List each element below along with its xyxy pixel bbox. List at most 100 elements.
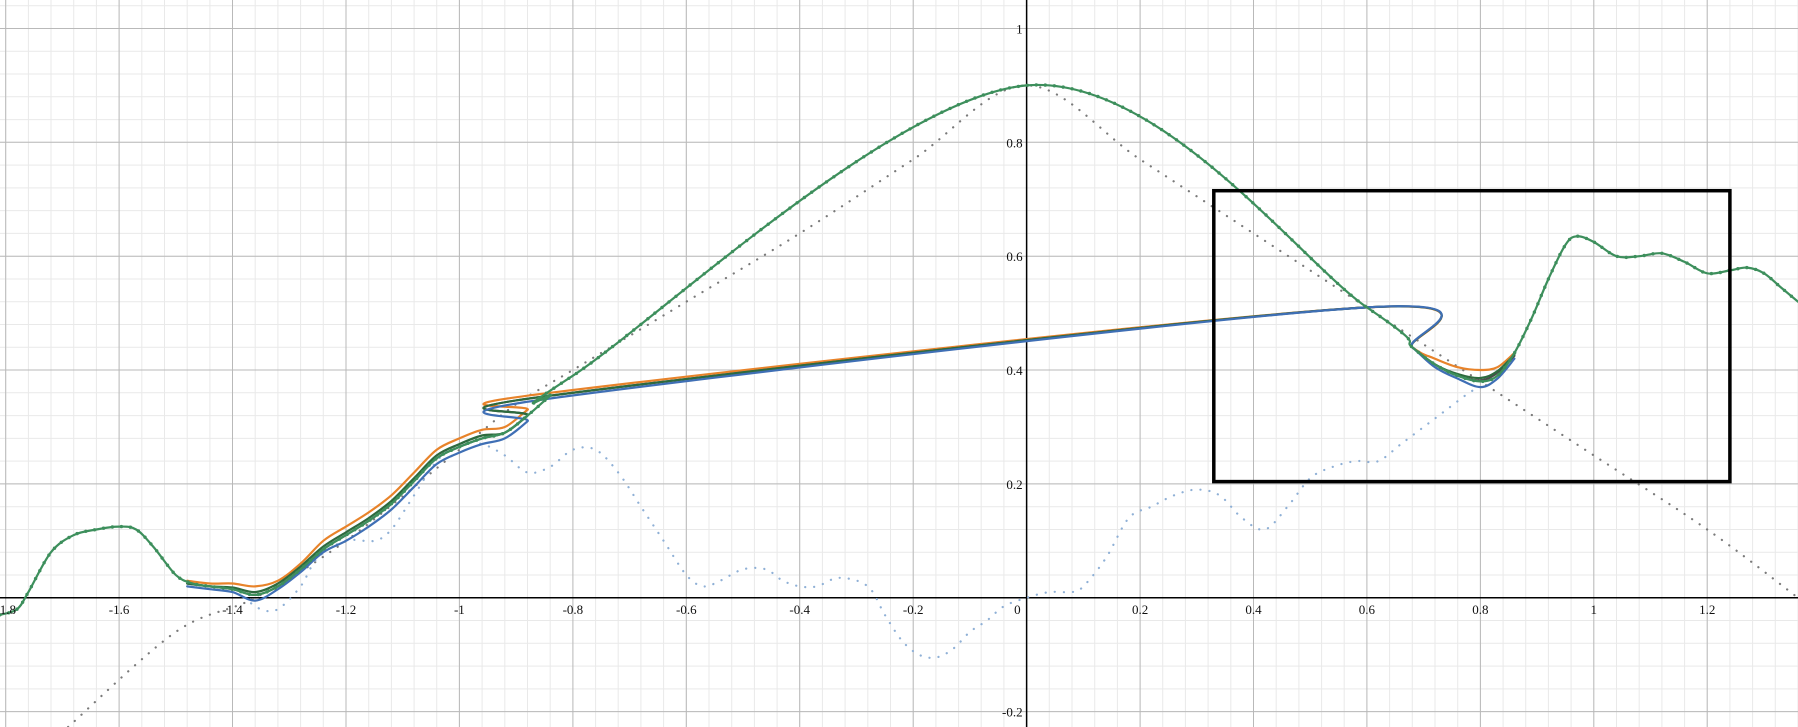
series-point-6 [1753,267,1758,272]
series-point-6 [1159,127,1164,132]
series-point-6 [396,495,400,500]
y-tick-label: 1 [1016,22,1023,37]
series-point-6 [408,483,413,487]
series-point-6 [1043,83,1048,87]
series-point-6 [1349,293,1353,297]
series-point-6 [885,140,889,145]
series-point-6 [916,122,920,127]
series-point-6 [940,110,944,114]
series-point-6 [194,582,199,587]
series-point-6 [1322,269,1327,273]
series-point-6 [221,586,225,590]
series-point-6 [877,145,881,149]
series-point-6 [434,457,438,461]
series-point-6 [42,561,46,565]
series-point-6 [567,376,571,380]
series-point-6 [1600,245,1604,249]
series-point-6 [1342,287,1347,292]
series-point-6 [375,513,379,517]
series-point-6 [1497,372,1501,377]
series-point-6 [1400,330,1404,335]
series-point-6 [315,552,319,557]
series-line-0 [67,84,1798,727]
y-tick-label: 0.2 [1006,477,1022,492]
x-tick-label: 1 [1591,602,1598,617]
series-point-6 [1406,337,1411,341]
series-point-6 [1607,250,1612,255]
series-point-6 [483,435,487,440]
series-point-6 [1112,101,1117,106]
series-point-6 [1270,219,1275,223]
series-point-6 [1385,320,1390,324]
series-point-6 [353,528,357,532]
series-point-6 [1550,269,1554,273]
series-point-6 [1701,270,1705,274]
series-point-6 [500,432,505,436]
series-point-6 [603,350,608,354]
series-point-6 [900,131,904,135]
series-point-6 [847,165,851,169]
series-point-6 [610,344,615,349]
series-point-6 [639,322,643,327]
series-point-6 [160,556,164,560]
series-point-6 [646,317,650,321]
series-point-6 [1693,265,1697,270]
series-point-6 [1371,309,1375,314]
series-point-6 [773,217,778,221]
series-point-6 [817,185,821,189]
series-point-6 [964,99,969,104]
series-point-6 [421,469,425,474]
x-tick-label: -1.6 [109,602,130,617]
series-point-6 [337,537,342,541]
series-point-6 [466,441,470,445]
series-point-6 [265,590,269,594]
series-point-6 [752,233,756,237]
series-point-6 [155,549,159,553]
series-point-6 [625,333,629,338]
series-point-6 [1423,356,1428,360]
x-tick-label: 0 [1014,602,1021,617]
series-point-6 [1546,277,1551,281]
series-point-6 [1762,271,1766,275]
series-point-6 [1217,171,1221,175]
series-point-6 [1303,250,1307,255]
series-point-6 [1668,254,1673,258]
series-point-6 [981,93,986,97]
series-point-6 [1521,334,1525,339]
series-point-6 [1290,238,1294,242]
series-line-4 [186,305,1516,594]
series-point-6 [212,585,217,589]
y-tick-label: 0.6 [1006,249,1023,264]
series-line-1 [242,386,1482,659]
series-point-6 [1231,183,1235,187]
series-line-6 [0,83,1798,616]
x-tick-label: -0.2 [903,602,924,617]
series-point-6 [1203,159,1207,164]
series-point-6 [110,525,115,529]
series-point-6 [1539,293,1544,298]
series-point-6 [766,222,770,226]
y-tick-label: 0.8 [1006,135,1022,150]
series-point-6 [7,611,11,615]
series-point-6 [1567,237,1572,242]
series-point-6 [239,590,243,594]
series-point-6 [1615,254,1620,259]
series-point-6 [67,535,71,540]
series-point-6 [559,381,564,385]
series-point-6 [1525,326,1529,331]
series-point-6 [839,170,843,174]
series-point-6 [1309,257,1314,261]
series-point-6 [802,195,807,200]
series-point-6 [745,238,749,243]
series-point-6 [1007,86,1012,90]
series-point-6 [1378,314,1382,319]
series-point-6 [1296,244,1301,248]
series-point-6 [540,397,544,401]
x-tick-label: 1.2 [1699,602,1715,617]
series-point-6 [1446,370,1451,374]
series-point-6 [474,438,479,442]
series-point-6 [1592,240,1597,244]
